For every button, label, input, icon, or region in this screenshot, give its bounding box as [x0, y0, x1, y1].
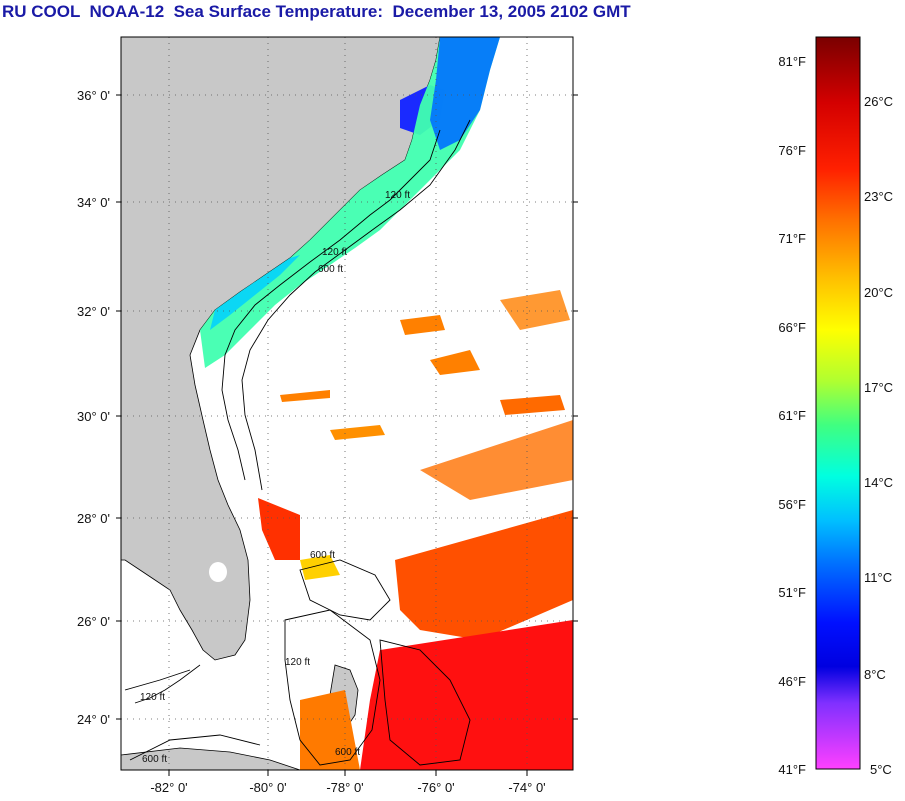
contour-label: 600 ft: [335, 747, 360, 758]
contour-label: 120 ft: [385, 190, 410, 201]
lon-label: -78° 0': [326, 780, 363, 795]
c-label: 23°C: [864, 189, 893, 204]
contour-label: 600 ft: [310, 550, 335, 561]
contour-label: 120 ft: [140, 692, 165, 703]
longitude-labels: -82° 0' -80° 0' -78° 0' -76° 0' -74° 0': [150, 780, 545, 795]
f-label: 66°F: [778, 320, 806, 335]
c-label: 8°C: [864, 667, 886, 682]
axis-ticks: [116, 94, 578, 776]
contour-label: 600 ft: [318, 264, 343, 275]
f-label: 76°F: [778, 143, 806, 158]
c-label: 17°C: [864, 380, 893, 395]
lon-label: -82° 0': [150, 780, 187, 795]
f-label: 41°F: [778, 762, 806, 777]
contour-label: 120 ft: [322, 247, 347, 258]
map-title: RU COOL NOAA-12 Sea Surface Temperature:…: [2, 2, 631, 21]
lat-label: 30° 0': [77, 409, 110, 424]
lat-label: 36° 0': [77, 88, 110, 103]
f-label: 71°F: [778, 231, 806, 246]
lat-label: 26° 0': [77, 614, 110, 629]
lat-label: 24° 0': [77, 712, 110, 727]
sst-warm-patches: [258, 290, 573, 770]
f-label: 81°F: [778, 54, 806, 69]
map-frame: [120, 36, 574, 771]
f-label: 46°F: [778, 674, 806, 689]
sst-nc-blue: [430, 37, 500, 150]
lat-label: 28° 0': [77, 511, 110, 526]
land-cuba: [121, 747, 301, 770]
lat-label: 32° 0': [77, 304, 110, 319]
colorbar-fahrenheit-labels: 81°F 76°F 71°F 66°F 61°F 56°F 51°F 46°F …: [778, 54, 806, 777]
c-label: 26°C: [864, 94, 893, 109]
sst-inner-shelf: [210, 255, 300, 330]
colorbar: [815, 36, 861, 770]
latitude-labels: 36° 0' 34° 0' 32° 0' 30° 0' 28° 0' 26° 0…: [77, 88, 110, 727]
c-label: 5°C: [870, 762, 892, 777]
lon-label: -80° 0': [249, 780, 286, 795]
land-mainland: [121, 37, 441, 661]
sst-coastal-band: [200, 37, 500, 368]
contour-labels: 120 ft 600 ft 120 ft 600 ft 120 ft 600 f…: [140, 190, 410, 765]
contour-label: 600 ft: [142, 754, 167, 765]
lake-okeechobee: [209, 562, 227, 582]
f-label: 56°F: [778, 497, 806, 512]
lon-label: -76° 0': [417, 780, 454, 795]
c-label: 20°C: [864, 285, 893, 300]
colorbar-celsius-labels: 26°C 23°C 20°C 17°C 14°C 11°C 8°C 5°C: [864, 94, 893, 777]
land-florida-keys: [134, 664, 201, 704]
c-label: 14°C: [864, 475, 893, 490]
lon-label: -74° 0': [508, 780, 545, 795]
bathymetry-contours: [124, 119, 471, 766]
f-label: 61°F: [778, 408, 806, 423]
c-label: 11°C: [864, 570, 892, 585]
f-label: 51°F: [778, 585, 806, 600]
graticule: [121, 37, 573, 770]
lat-label: 34° 0': [77, 195, 110, 210]
contour-label: 120 ft: [285, 657, 310, 668]
